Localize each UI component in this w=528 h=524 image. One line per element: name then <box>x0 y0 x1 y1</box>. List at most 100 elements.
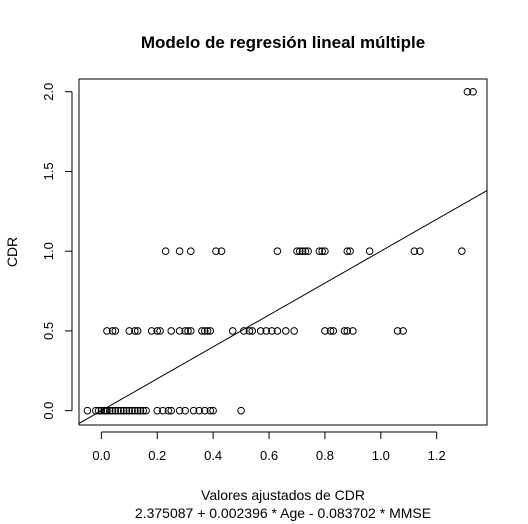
data-point <box>136 406 145 415</box>
data-point <box>167 406 176 415</box>
y-tick-label: 0.5 <box>41 322 56 340</box>
data-point <box>298 247 307 256</box>
data-point <box>343 247 352 256</box>
data-point <box>184 327 192 335</box>
data-point <box>119 406 128 415</box>
data-point <box>304 247 312 256</box>
data-point <box>217 247 226 256</box>
data-point <box>111 327 120 335</box>
data-point <box>281 327 290 335</box>
data-point <box>393 327 402 335</box>
data-point <box>159 406 167 415</box>
data-point <box>206 406 215 415</box>
x-axis: 0.0 0.2 0.4 0.6 0.8 1.0 1.2 <box>92 431 446 463</box>
data-point <box>181 406 189 415</box>
x-tick-label: 0.6 <box>260 448 278 463</box>
data-point <box>228 327 237 335</box>
data-point <box>83 406 92 415</box>
data-point <box>175 247 184 256</box>
data-point <box>125 406 134 415</box>
plot-frame <box>78 78 488 426</box>
data-point <box>458 247 466 256</box>
data-point <box>142 406 150 415</box>
data-point <box>133 327 142 335</box>
data-point <box>156 327 164 335</box>
regression-formula: 2.375087 + 0.002396 * Age - 0.083702 * M… <box>135 505 431 521</box>
data-point <box>349 327 357 335</box>
data-point <box>161 247 170 256</box>
data-point <box>105 406 114 415</box>
data-point <box>273 247 282 256</box>
y-axis: 0.0 0.5 1.0 1.5 2.0 <box>41 83 73 420</box>
regression-line-group <box>78 190 488 424</box>
data-point <box>209 406 217 415</box>
data-point <box>321 327 329 335</box>
data-point <box>410 247 419 256</box>
data-point <box>237 406 245 415</box>
data-point <box>293 247 301 256</box>
x-tick-label: 0.8 <box>316 448 334 463</box>
data-point <box>117 406 125 415</box>
data-point <box>200 327 209 335</box>
data-point <box>346 247 354 256</box>
data-point <box>248 327 257 335</box>
data-point <box>463 87 472 96</box>
y-axis-label: CDR <box>4 237 20 267</box>
data-point <box>301 247 310 256</box>
data-point <box>139 406 148 415</box>
data-point <box>125 327 134 335</box>
data-point <box>212 247 220 256</box>
data-point <box>318 247 326 256</box>
data-point <box>175 406 184 415</box>
data-point <box>167 327 176 335</box>
data-point <box>245 327 254 335</box>
data-point <box>399 327 407 335</box>
data-point <box>290 327 298 335</box>
y-tick-label: 0.0 <box>41 402 56 420</box>
x-tick-label: 0.0 <box>92 448 110 463</box>
data-point <box>256 327 265 335</box>
data-point <box>203 327 212 335</box>
data-point <box>200 406 209 415</box>
x-tick-label: 1.0 <box>372 448 390 463</box>
data-point <box>181 327 189 335</box>
x-tick-label: 0.4 <box>204 448 222 463</box>
data-point <box>315 247 324 256</box>
data-point <box>273 327 282 335</box>
data-point <box>164 406 173 415</box>
chart-title: Modelo de regresión lineal múltiple <box>141 33 425 52</box>
data-point <box>295 247 304 256</box>
data-point <box>189 406 198 415</box>
data-point <box>416 247 424 256</box>
y-tick-label: 2.0 <box>41 83 56 101</box>
data-point <box>131 327 139 335</box>
data-point <box>133 406 142 415</box>
x-tick-label: 0.2 <box>148 448 166 463</box>
data-point <box>268 327 276 335</box>
data-point <box>103 327 111 335</box>
data-points <box>83 87 477 415</box>
data-point <box>365 247 374 256</box>
data-point <box>198 327 206 335</box>
data-point <box>186 327 195 335</box>
data-point <box>321 247 329 256</box>
data-point <box>153 406 162 415</box>
data-point <box>128 406 136 415</box>
data-point <box>262 327 271 335</box>
y-tick-label: 1.5 <box>41 162 56 180</box>
y-tick-label: 1.0 <box>41 242 56 260</box>
data-point <box>114 406 122 415</box>
data-point <box>343 327 352 335</box>
data-point <box>108 406 117 415</box>
data-point <box>147 327 156 335</box>
data-point <box>153 327 162 335</box>
data-point <box>175 327 184 335</box>
data-point <box>329 327 338 335</box>
data-point <box>195 406 203 415</box>
data-point <box>131 406 139 415</box>
data-point <box>97 406 106 415</box>
data-point <box>108 327 117 335</box>
data-point <box>186 247 195 256</box>
x-tick-label: 1.2 <box>428 448 446 463</box>
